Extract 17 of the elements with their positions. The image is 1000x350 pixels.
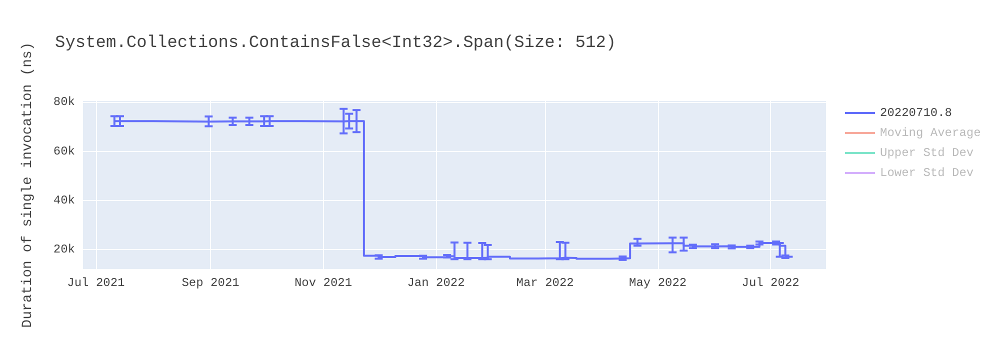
legend-label: 20220710.8 (880, 106, 952, 120)
y-tick-label: 40k (53, 193, 75, 208)
x-tick-label: May 2022 (629, 276, 687, 290)
legend-label: Upper Std Dev (880, 146, 974, 160)
legend-label: Moving Average (880, 126, 981, 140)
y-tick-label: 20k (53, 242, 75, 256)
x-tick-label: Mar 2022 (516, 276, 574, 290)
x-tick-label: Sep 2021 (182, 276, 240, 290)
x-tick-label: Nov 2021 (294, 276, 352, 290)
x-tick-label: Jul 2022 (742, 276, 800, 290)
y-axis-title: Duration of single invocation (ns) (20, 42, 36, 328)
x-tick-label: Jul 2021 (67, 276, 125, 290)
legend-label: Lower Std Dev (880, 166, 974, 180)
y-tick-label: 80k (53, 95, 75, 110)
chart-title: System.Collections.ContainsFalse<Int32>.Span(Size: 512) (55, 34, 616, 53)
y-tick-label: 60k (53, 144, 75, 158)
x-tick-label: Jan 2022 (407, 276, 465, 290)
